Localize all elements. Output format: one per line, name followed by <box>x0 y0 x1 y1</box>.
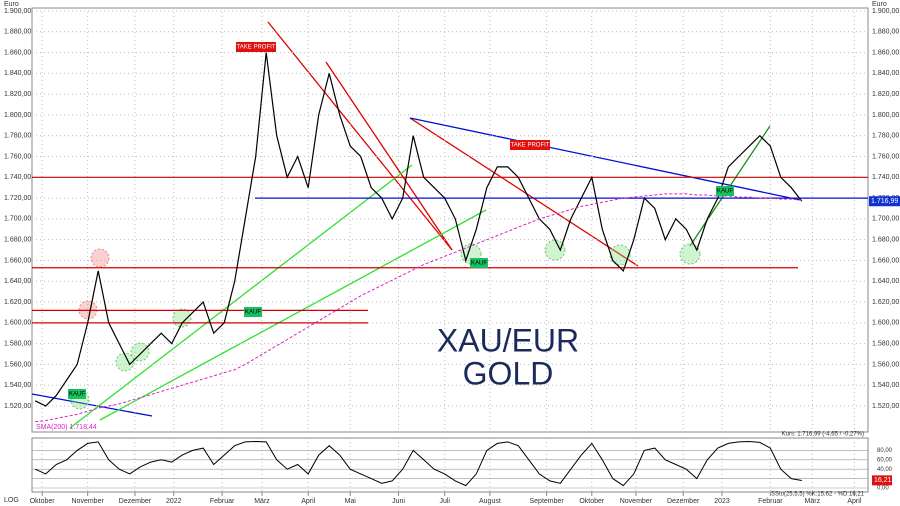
y-tick-label-right: 1.640,00 <box>872 278 899 285</box>
y-tick-label-right: 1.780,00 <box>872 133 899 140</box>
y-tick-label: 1.900,00 <box>4 8 31 15</box>
annotation-box <box>236 42 276 52</box>
y-tick-label: 1.760,00 <box>4 153 31 160</box>
annotation-box <box>244 307 262 317</box>
y-tick-label-right: 1.820,00 <box>872 91 899 98</box>
y-tick-label-right: 1.600,00 <box>872 320 899 327</box>
trend-line <box>325 61 453 251</box>
y-tick-label: 1.800,00 <box>4 112 31 119</box>
trend-line <box>409 117 639 267</box>
y-tick-label: 1.680,00 <box>4 237 31 244</box>
y-tick-label-right: 1.560,00 <box>872 361 899 368</box>
osc-last-tag <box>872 475 892 486</box>
price-line <box>34 52 803 407</box>
x-tick-label: Juni <box>392 498 405 505</box>
quote-text: Kurs: 1.716,99 (-4,65 / -0,27%) <box>782 432 864 438</box>
x-tick-label: 2022 <box>166 498 182 505</box>
x-tick-label: Dezember <box>119 498 152 505</box>
x-tick-label: Oktober <box>579 498 605 505</box>
x-tick-label: August <box>479 498 501 505</box>
y-tick-label-right: 1.520,00 <box>872 403 899 410</box>
x-tick-label: Februar <box>758 498 783 505</box>
annotation: KAUF <box>69 392 85 398</box>
y-tick-label-right: 1.760,00 <box>872 153 899 160</box>
y-tick-label-right: 1.840,00 <box>872 70 899 77</box>
y-tick-label: 1.740,00 <box>4 174 31 181</box>
y-tick-label-right: 1.700,00 <box>872 216 899 223</box>
x-tick-label: September <box>529 498 564 505</box>
y-tick-label: 1.700,00 <box>4 216 31 223</box>
annotation: TAKE PROFIT <box>511 143 550 149</box>
price-frame <box>31 7 869 433</box>
y-tick-label-right: 1.540,00 <box>872 382 899 389</box>
annotation: TAKE PROFIT <box>237 45 276 51</box>
annotation-box <box>510 140 550 150</box>
y-tick-label: 1.600,00 <box>4 320 31 327</box>
y-tick-label-right: 1.660,00 <box>872 257 899 264</box>
y-tick-label-right: 1.580,00 <box>872 340 899 347</box>
annotation-box <box>68 389 86 399</box>
oscillator-name: SSto(25,5,5) %K:15,62 - %D:16,21 <box>771 492 865 498</box>
osc-tick-label: 60,00 <box>877 457 893 463</box>
y-tick-label: 1.720,00 <box>4 195 31 202</box>
y-tick-label: 1.560,00 <box>4 361 31 368</box>
y-tick-label: 1.540,00 <box>4 382 31 389</box>
x-tick-label: April <box>301 498 315 505</box>
y-tick-label: 1.880,00 <box>4 29 31 36</box>
y-tick-label-right: 1.880,00 <box>872 29 899 36</box>
sma-line <box>35 193 802 423</box>
x-tick-label: Dezember <box>667 498 700 505</box>
y-tick-label: 1.640,00 <box>4 278 31 285</box>
y-tick-label: 1.820,00 <box>4 91 31 98</box>
x-tick-label: November <box>72 498 105 505</box>
trend-line <box>69 164 413 429</box>
trend-line <box>31 393 153 417</box>
osc-tick-label: 80,00 <box>877 448 893 454</box>
chart-title: XAU/EUR <box>437 322 579 358</box>
chart-subtitle: GOLD <box>463 355 554 391</box>
y-tick-label: 1.660,00 <box>4 257 31 264</box>
x-tick-label: Oktober <box>30 498 56 505</box>
y-tick-label: 1.780,00 <box>4 133 31 140</box>
oscillator-frame <box>31 437 869 493</box>
osc-last-label: 16,21 <box>874 477 892 484</box>
x-tick-label: April <box>847 498 861 505</box>
annotation-box <box>716 186 734 196</box>
y-tick-label: 1.580,00 <box>4 340 31 347</box>
sma-label: SMA(200) 1.718,44 <box>36 424 97 431</box>
y-tick-label-right: 1.800,00 <box>872 112 899 119</box>
y-tick-label-right: 1.860,00 <box>872 49 899 56</box>
annotation: KAUF <box>471 261 487 267</box>
osc-tick-label: 0,00 <box>877 486 889 492</box>
y-tick-label: 1.620,00 <box>4 299 31 306</box>
annotation-box <box>470 258 488 268</box>
trend-line <box>409 117 801 201</box>
last-price-tag <box>869 196 900 207</box>
x-tick-label: Mai <box>345 498 357 505</box>
y-tick-label-right: 1.680,00 <box>872 237 899 244</box>
x-tick-label: Februar <box>210 498 235 505</box>
last-price-label: 1.716,99 <box>871 198 898 205</box>
y-tick-label: 1.520,00 <box>4 403 31 410</box>
oscillator-line <box>34 440 802 487</box>
log-label: LOG <box>4 497 19 504</box>
y-tick-label-right: 1.900,00 <box>872 8 899 15</box>
y-tick-label-right: 1.620,00 <box>872 299 899 306</box>
osc-tick-label: 40,00 <box>877 467 893 473</box>
y-tick-label-right: 1.740,00 <box>872 174 899 181</box>
y-unit: Euro <box>4 1 19 8</box>
x-tick-label: März <box>805 498 821 505</box>
x-tick-label: Juli <box>439 498 450 505</box>
annotation: KAUF <box>717 189 733 195</box>
x-tick-label: 2023 <box>714 498 730 505</box>
x-tick-label: März <box>254 498 270 505</box>
y-tick-label: 1.840,00 <box>4 70 31 77</box>
y-tick-label: 1.860,00 <box>4 49 31 56</box>
annotation: KAUF <box>245 310 261 316</box>
x-tick-label: November <box>620 498 653 505</box>
y-unit-right: Euro <box>872 1 887 8</box>
